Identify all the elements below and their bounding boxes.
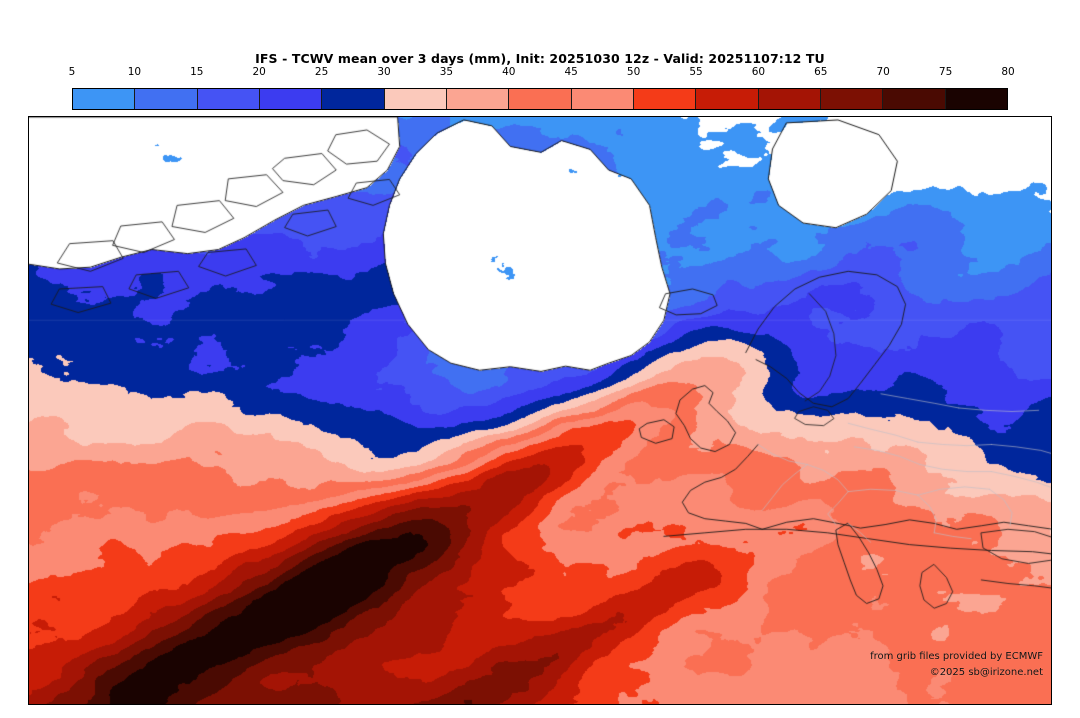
map-panel[interactable]: from grib files provided by ECMWF ©2025 … — [28, 116, 1052, 705]
colorbar-tick-40: 40 — [502, 66, 516, 78]
colorbar-tick-15: 15 — [190, 66, 204, 78]
colorbar-band-25-30 — [321, 89, 384, 109]
colorbar-band-60-65 — [757, 89, 820, 109]
colorbar-tick-70: 70 — [876, 66, 890, 78]
colorbar-tick-5: 5 — [68, 66, 76, 78]
colorbar-band-20-25 — [258, 89, 322, 109]
colorbar-tick-10: 10 — [127, 66, 142, 78]
colorbar-band-35-40 — [445, 89, 509, 109]
colorbar-band-30-35 — [383, 89, 446, 109]
colorbar-tick-20: 20 — [252, 66, 266, 78]
colorbar-tick-80: 80 — [1001, 66, 1015, 78]
tcwv-contour-map[interactable] — [29, 117, 1051, 704]
colorbar — [72, 88, 1008, 110]
colorbar-tick-35: 35 — [439, 66, 454, 78]
page-title: IFS - TCWV mean over 3 days (mm), Init: … — [255, 51, 825, 66]
colorbar-band-70-75 — [882, 89, 945, 109]
colorbar-tick-55: 55 — [689, 66, 703, 78]
colorbar-tick-60: 60 — [751, 66, 766, 78]
colorbar-band-50-55 — [632, 89, 696, 109]
colorbar-band-15-20 — [196, 89, 259, 109]
colorbar-band-45-50 — [570, 89, 633, 109]
colorbar-band-10-15 — [134, 89, 197, 109]
colorbar-band-75-80 — [944, 89, 1007, 109]
colorbar-tick-30: 30 — [377, 66, 391, 78]
colorbar-band-55-60 — [695, 89, 758, 109]
colorbar-tick-45: 45 — [564, 66, 578, 78]
colorbar-tick-25: 25 — [314, 66, 329, 78]
colorbar-tick-75: 75 — [938, 66, 953, 78]
colorbar-band-5-10 — [73, 89, 135, 109]
colorbar-band-65-70 — [819, 89, 883, 109]
colorbar-tick-labels: 5 10 15 20 25 30 35 40 45 50 55 60 65 70 75 80 — [68, 66, 1015, 82]
colorbar-bands — [72, 88, 1008, 110]
colorbar-tick-50: 50 — [626, 66, 641, 78]
colorbar-band-40-45 — [508, 89, 571, 109]
colorbar-tick-65: 65 — [814, 66, 828, 78]
